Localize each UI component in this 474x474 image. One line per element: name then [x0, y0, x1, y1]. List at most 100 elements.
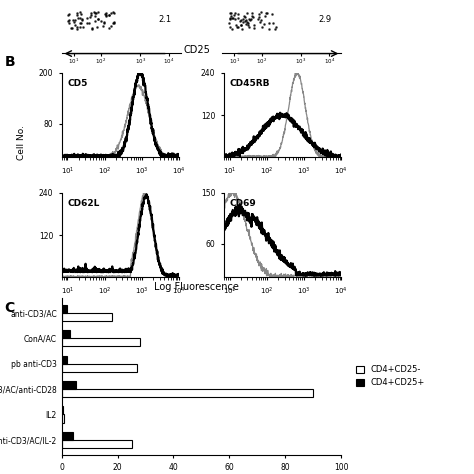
Bar: [62, 432, 73, 440]
Point: [234, 10, 242, 18]
Bar: [62, 364, 137, 372]
Legend: CD4+CD25-, CD4+CD25+: CD4+CD25-, CD4+CD25+: [354, 364, 427, 389]
Point: [256, 18, 264, 26]
Point: [89, 25, 96, 32]
Point: [83, 14, 91, 22]
Point: [239, 15, 246, 22]
Point: [79, 23, 87, 31]
Point: [259, 23, 266, 31]
Point: [73, 9, 81, 17]
Point: [239, 25, 246, 33]
Point: [246, 23, 253, 31]
Point: [255, 13, 263, 21]
Point: [261, 12, 269, 19]
Point: [108, 22, 115, 29]
Point: [102, 11, 109, 19]
Point: [78, 17, 85, 24]
Point: [68, 24, 75, 31]
Text: CD25: CD25: [183, 45, 210, 55]
Text: CD69: CD69: [229, 199, 256, 208]
Point: [109, 19, 117, 27]
Point: [78, 16, 85, 23]
Point: [227, 9, 235, 17]
Point: [231, 9, 239, 17]
Point: [65, 16, 73, 24]
Point: [108, 9, 115, 17]
Point: [250, 22, 258, 29]
Text: 2.9: 2.9: [319, 15, 332, 24]
Point: [247, 15, 255, 23]
Point: [241, 14, 249, 21]
Point: [229, 15, 237, 22]
Point: [257, 9, 265, 16]
Point: [77, 19, 84, 27]
Point: [232, 21, 240, 29]
Point: [99, 22, 107, 29]
Point: [254, 15, 262, 23]
Point: [268, 10, 276, 18]
Point: [242, 17, 249, 25]
Text: CD45RB: CD45RB: [229, 79, 270, 88]
Bar: [62, 389, 313, 397]
Bar: [62, 414, 64, 422]
Point: [271, 25, 278, 33]
Bar: [62, 440, 131, 448]
Bar: [62, 338, 140, 346]
Point: [111, 18, 118, 26]
Point: [234, 23, 241, 31]
Point: [71, 21, 79, 28]
Point: [237, 16, 245, 24]
Point: [90, 9, 97, 16]
Point: [73, 25, 80, 33]
Point: [97, 17, 105, 25]
Point: [242, 17, 249, 24]
Point: [69, 16, 77, 24]
Point: [100, 19, 108, 27]
Point: [257, 16, 264, 24]
Point: [255, 10, 263, 18]
Point: [227, 16, 234, 23]
Point: [83, 19, 91, 27]
Point: [244, 18, 251, 26]
Point: [262, 9, 270, 17]
Point: [76, 14, 83, 21]
Point: [73, 11, 80, 19]
Point: [105, 24, 113, 32]
Point: [272, 23, 280, 30]
Point: [93, 24, 100, 31]
Point: [94, 15, 102, 23]
Point: [226, 23, 234, 30]
Point: [233, 24, 240, 31]
Bar: [62, 330, 70, 338]
Point: [230, 11, 237, 18]
Bar: [62, 381, 76, 389]
Point: [228, 25, 236, 33]
Point: [226, 14, 233, 22]
Point: [91, 9, 99, 17]
Point: [237, 21, 245, 29]
Point: [92, 9, 100, 17]
Point: [109, 9, 117, 16]
Point: [269, 19, 277, 27]
Point: [73, 23, 81, 31]
Bar: [62, 313, 112, 321]
Point: [265, 19, 273, 27]
Point: [87, 11, 95, 18]
Point: [91, 18, 99, 25]
Point: [91, 12, 98, 19]
Point: [65, 19, 73, 27]
Point: [77, 10, 85, 18]
Point: [106, 11, 113, 19]
Point: [94, 9, 101, 16]
Point: [265, 25, 273, 33]
Point: [237, 21, 245, 29]
Point: [103, 12, 110, 19]
Point: [244, 19, 251, 27]
Text: B: B: [5, 55, 15, 69]
Point: [249, 12, 256, 20]
Point: [88, 25, 96, 32]
Text: C: C: [5, 301, 15, 315]
Point: [64, 18, 72, 25]
Point: [246, 16, 254, 24]
Point: [235, 14, 242, 22]
